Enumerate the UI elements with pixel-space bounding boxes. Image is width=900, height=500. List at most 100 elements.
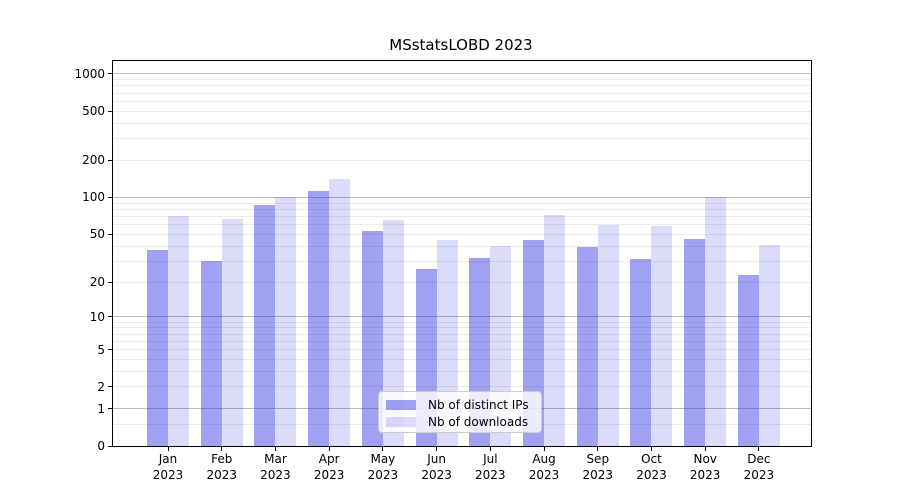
- x-tick-jan: [167, 447, 169, 451]
- gridline-minor-40: [113, 245, 811, 247]
- x-tick-label-feb: Feb 2023: [206, 452, 237, 482]
- y-tick-5: [108, 349, 112, 350]
- y-tick-20: [108, 281, 112, 283]
- gridline-minor-400: [113, 122, 811, 124]
- gridline-minor-60: [113, 224, 811, 226]
- x-tick-jul: [489, 447, 491, 451]
- gridline-major-100: [113, 196, 811, 198]
- bar-nb-of-downloads-oct: [651, 225, 673, 446]
- bar-nb-of-downloads-aug: [544, 214, 566, 446]
- y-tick-2: [108, 386, 112, 388]
- gridline-minor-300: [113, 138, 811, 140]
- y-tick-200: [108, 159, 112, 161]
- gridline-minor-3: [113, 370, 811, 372]
- y-tick-label-2: 2: [97, 379, 105, 394]
- bar-nb-of-downloads-feb: [221, 218, 243, 446]
- bar-nb-of-distinct-ips-feb: [200, 261, 222, 446]
- x-tick-label-aug: Aug 2023: [528, 452, 560, 482]
- x-tick-label-sep: Sep 2023: [582, 452, 614, 482]
- bar-nb-of-distinct-ips-apr: [308, 190, 330, 446]
- bar-nb-of-distinct-ips-dec: [737, 274, 759, 446]
- x-tick-label-jan: Jan 2023: [152, 452, 184, 482]
- x-tick-label-jun: Jun 2023: [421, 452, 452, 482]
- gridline-minor-6: [113, 340, 811, 342]
- bar-nb-of-downloads-mar: [275, 197, 297, 446]
- gridline-minor-80: [113, 208, 811, 210]
- x-tick-feb: [221, 447, 223, 451]
- x-tick-aug: [543, 447, 545, 451]
- gridline-minor-70: [113, 215, 811, 217]
- y-tick-label-1: 1: [97, 401, 105, 416]
- x-tick-label-mar: Mar 2023: [260, 452, 291, 482]
- gridline-minor-7: [113, 333, 811, 335]
- x-tick-dec: [758, 447, 760, 451]
- x-tick-label-dec: Dec 2023: [743, 452, 775, 482]
- gridline-minor-600: [113, 100, 811, 102]
- bar-nb-of-distinct-ips-jan: [147, 250, 168, 446]
- gridline-minor-5: [113, 349, 811, 350]
- bar-nb-of-downloads-dec: [758, 244, 780, 446]
- x-tick-nov: [704, 447, 706, 451]
- legend-entry-nb-of-distinct-ips: Nb of distinct IPs: [386, 396, 541, 413]
- y-tick-label-100: 100: [82, 190, 105, 205]
- legend-entry-nb-of-downloads: Nb of downloads: [386, 413, 541, 430]
- gridline-minor-900: [113, 79, 811, 81]
- bar-nb-of-distinct-ips-may: [361, 231, 383, 446]
- bar-nb-of-downloads-jan: [168, 216, 189, 446]
- legend-swatch-nb-of-distinct-ips: [386, 399, 416, 410]
- bar-nb-of-downloads-sep: [597, 224, 619, 446]
- bar-nb-of-downloads-apr: [329, 179, 351, 446]
- bar-nb-of-downloads-may: [382, 219, 404, 446]
- x-tick-may: [382, 447, 384, 451]
- gridline-minor-90: [113, 202, 811, 204]
- x-tick-oct: [650, 447, 652, 451]
- y-tick-50: [108, 233, 112, 235]
- gridline-minor-200: [113, 159, 811, 161]
- x-tick-jun: [436, 447, 438, 451]
- gridline-minor-9: [113, 321, 811, 323]
- y-tick-label-20: 20: [89, 275, 105, 290]
- legend-swatch-nb-of-downloads: [386, 416, 416, 427]
- y-tick-label-500: 500: [82, 104, 105, 119]
- gridline-minor-30: [113, 260, 811, 262]
- y-tick-label-50: 50: [89, 227, 105, 242]
- x-tick-label-oct: Oct 2023: [636, 452, 667, 482]
- y-tick-1000: [108, 73, 112, 75]
- gridline-minor-2: [113, 386, 811, 388]
- y-tick-label-0: 0: [97, 439, 105, 453]
- legend: Nb of distinct IPs Nb of downloads: [378, 391, 542, 433]
- gridline-minor-50: [113, 233, 811, 235]
- x-tick-mar: [274, 447, 276, 451]
- y-tick-label-10: 10: [89, 309, 105, 324]
- chart-title: MSstatsLOBD 2023: [389, 36, 533, 54]
- x-tick-sep: [597, 447, 599, 451]
- y-tick-1: [108, 408, 112, 410]
- x-tick-label-jul: Jul 2023: [475, 452, 506, 482]
- legend-label-nb-of-distinct-ips: Nb of distinct IPs: [428, 397, 529, 412]
- y-tick-label-1000: 1000: [74, 66, 105, 81]
- gridline-minor-8: [113, 327, 811, 329]
- y-tick-100: [108, 196, 112, 198]
- y-tick-500: [108, 110, 112, 112]
- gridline-minor-800: [113, 85, 811, 87]
- gridline-major-10: [113, 316, 811, 318]
- gridline-minor-20: [113, 281, 811, 283]
- x-tick-label-apr: Apr 2023: [313, 452, 345, 482]
- bar-nb-of-distinct-ips-sep: [576, 247, 598, 446]
- y-tick-10: [108, 316, 112, 318]
- x-tick-label-nov: Nov 2023: [689, 452, 721, 482]
- bar-nb-of-distinct-ips-mar: [254, 204, 276, 446]
- plot-area: 1000 500 200 100 50 20 10 5 2 1 0 Jan 2023 Feb 2023 M…: [74, 60, 812, 482]
- bar-nb-of-distinct-ips-oct: [630, 259, 652, 446]
- x-tick-label-may: May 2023: [367, 452, 399, 482]
- bar-nb-of-distinct-ips-nov: [684, 238, 706, 446]
- gridline-major-1000: [113, 73, 811, 75]
- y-tick-label-200: 200: [82, 153, 105, 168]
- gridline-minor-4: [113, 358, 811, 360]
- x-tick-apr: [328, 447, 330, 451]
- bar-nb-of-downloads-nov: [705, 197, 727, 446]
- y-tick-0: [108, 445, 112, 447]
- gridline-minor-500: [113, 110, 811, 112]
- gridline-minor-700: [113, 92, 811, 94]
